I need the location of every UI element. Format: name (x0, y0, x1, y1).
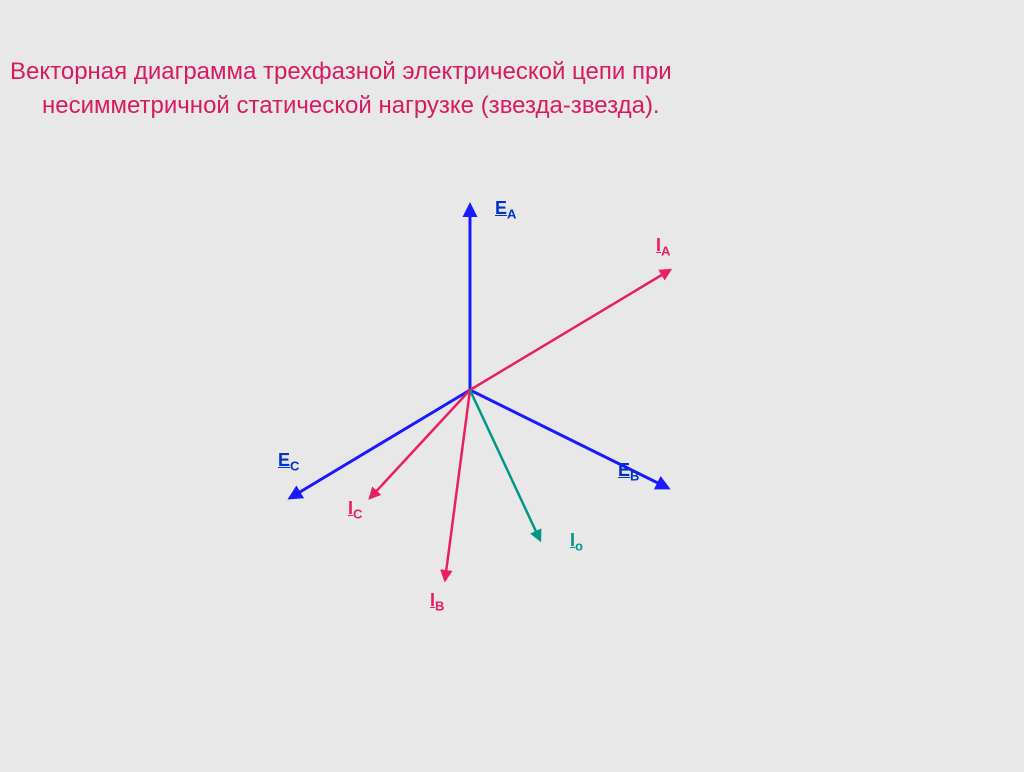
vector-IC (370, 390, 470, 498)
label-main-EA: E (495, 198, 507, 218)
vector-label-Io: Io (570, 530, 583, 554)
vector-label-IC: IC (348, 498, 362, 522)
diagram-svg (0, 0, 1024, 767)
label-sub-EA: A (507, 207, 516, 222)
vector-diagram: EAEBECIAIBICIo (0, 0, 1024, 767)
vector-EC (290, 390, 470, 498)
vector-IA (470, 270, 670, 390)
vector-label-EA: EA (495, 198, 516, 222)
label-main-EC: E (278, 450, 290, 470)
vector-IB (445, 390, 470, 580)
label-sub-IC: C (353, 507, 362, 522)
label-sub-EB: B (630, 469, 639, 484)
vector-label-EB: EB (618, 460, 639, 484)
label-sub-IA: A (661, 244, 670, 259)
label-sub-IB: B (435, 599, 444, 614)
label-sub-EC: C (290, 459, 299, 474)
vector-label-IB: IB (430, 590, 444, 614)
vector-label-EC: EC (278, 450, 299, 474)
vector-Io (470, 390, 540, 540)
label-sub-Io: o (575, 539, 583, 554)
vector-label-IA: IA (656, 235, 670, 259)
label-main-EB: E (618, 460, 630, 480)
